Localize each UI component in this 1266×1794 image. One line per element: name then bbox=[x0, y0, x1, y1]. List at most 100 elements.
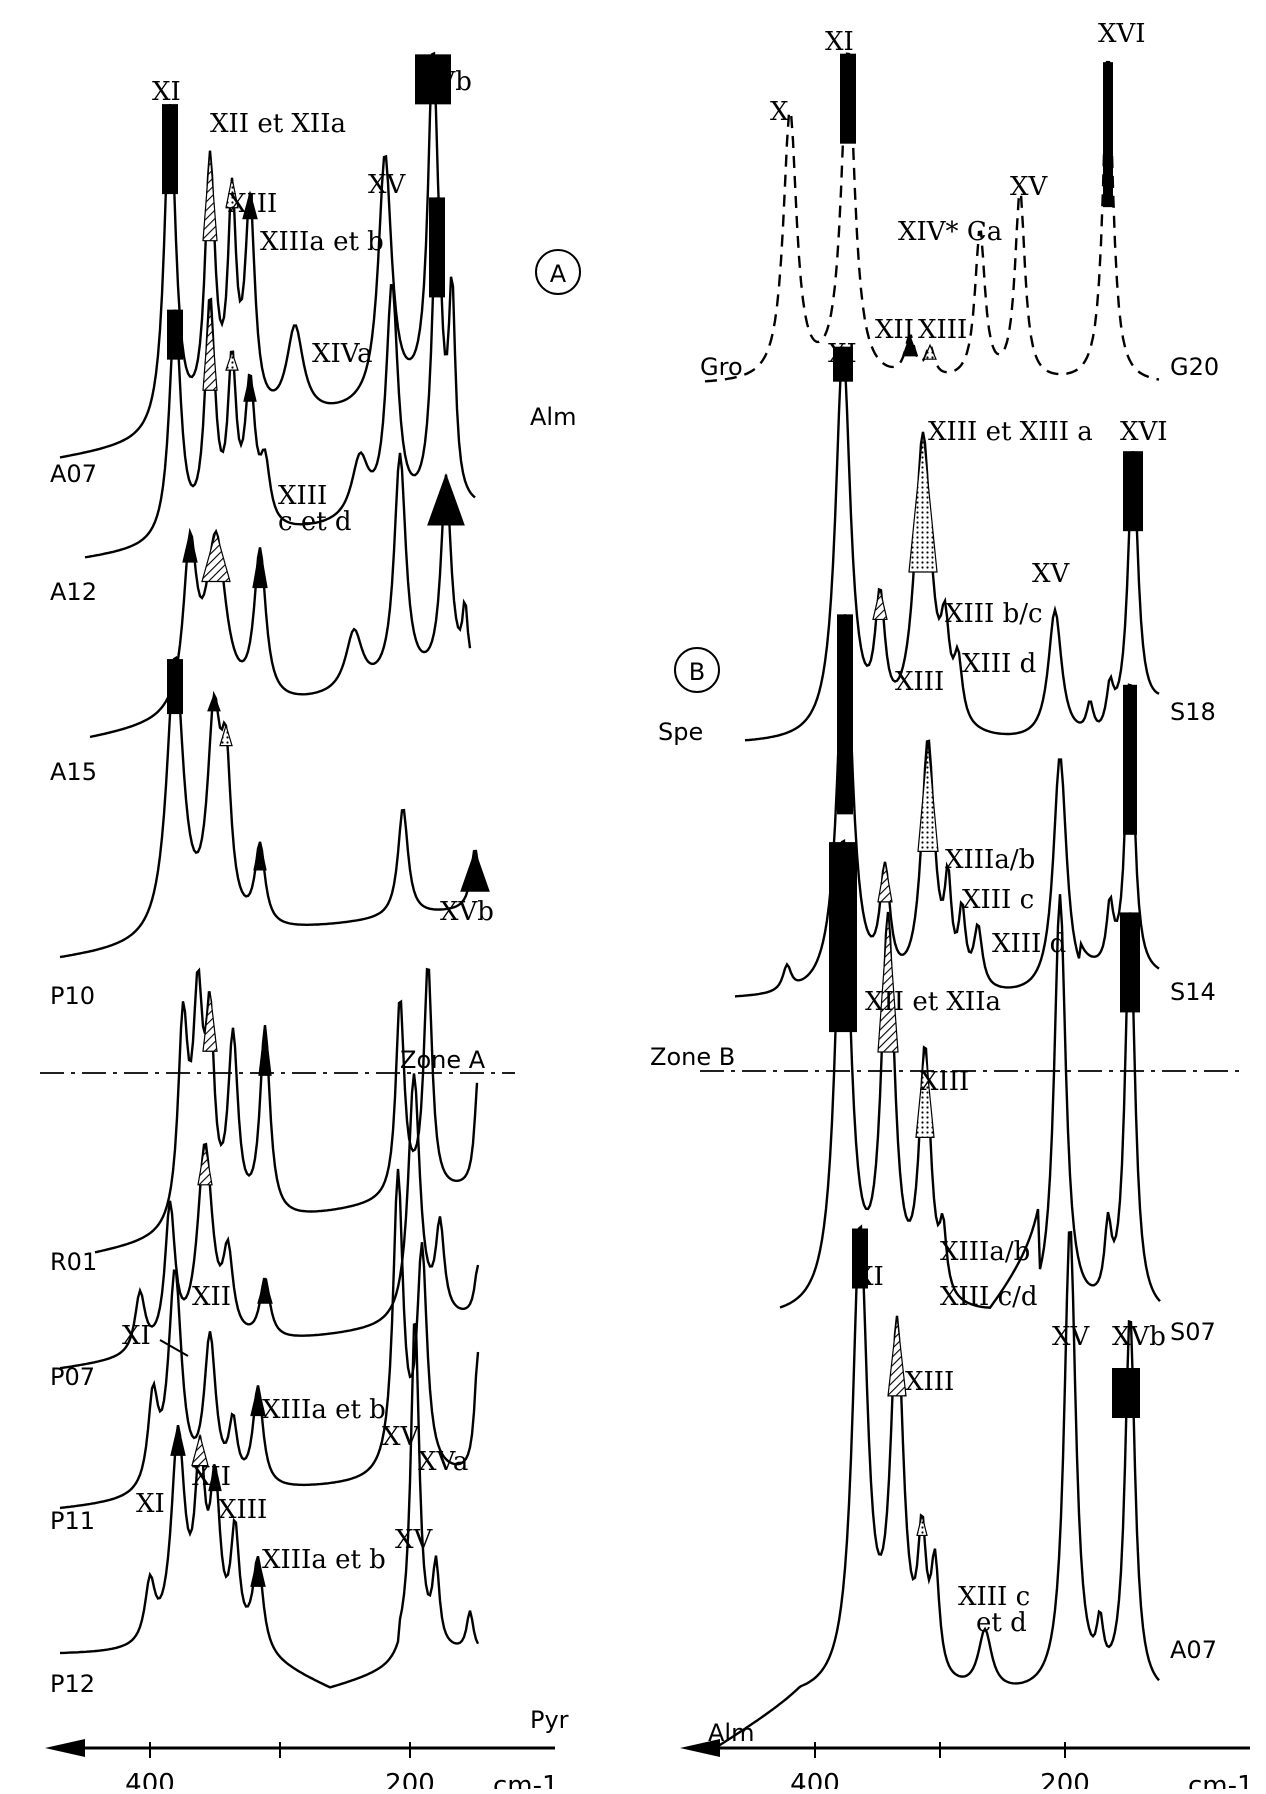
spectrum-A12 bbox=[84, 197, 476, 559]
series-label-A-A07: A07 bbox=[50, 460, 97, 488]
series-start-label-B-S18: Spe bbox=[658, 718, 703, 746]
peak-label-B-S07-3: XIII c/d bbox=[940, 1282, 1038, 1312]
spectrum-B-S14 bbox=[734, 614, 1160, 998]
peak-label-B-S18-2: XVI bbox=[1120, 417, 1168, 447]
peak-label-A-P12-4: XV bbox=[395, 1525, 434, 1555]
peak-hatch-A07-XII bbox=[202, 150, 218, 242]
peak-label-A-A07-5: XVb bbox=[418, 67, 472, 97]
x-axis-arrow-B bbox=[680, 1739, 720, 1757]
x-tick-label-B-400: 400 bbox=[790, 1769, 840, 1789]
spectrum-R01 bbox=[94, 967, 479, 1254]
peak-block-S18-XVI bbox=[1123, 451, 1143, 532]
peak-label-B-G20-5: XV bbox=[1010, 172, 1049, 202]
peak-wedge-R01-XIIIa bbox=[258, 1025, 272, 1076]
series-label-A-R01: R01 bbox=[50, 1248, 97, 1276]
peak-block-A12-XI bbox=[167, 309, 183, 360]
peak-wedge-A15-XIIIa bbox=[252, 547, 268, 589]
peak-wedge-P12-XI bbox=[170, 1425, 186, 1456]
peak-dots-S07-XIII bbox=[915, 1047, 935, 1138]
peak-wedge-A15-XI bbox=[182, 531, 198, 563]
series-label-A-P12: P12 bbox=[50, 1670, 95, 1698]
x-tick-label-A-400: 400 bbox=[125, 1769, 175, 1789]
peak-label-B-G20-6: XVI bbox=[1098, 19, 1146, 49]
peak-label-B-G20-2: XII bbox=[875, 315, 914, 345]
zone-A-label: Zone A bbox=[400, 1046, 486, 1074]
peak-hatch-A15-XII bbox=[201, 529, 231, 583]
peak-label-A-P11-1: XV bbox=[382, 1422, 421, 1452]
peak-wedge-G20-XII bbox=[902, 333, 918, 357]
peak-label-B-S07-2: XIIIa/b bbox=[940, 1237, 1030, 1267]
x-tick-label-B-200: 200 bbox=[1040, 1769, 1090, 1789]
peak-hatch-S18-XII bbox=[872, 589, 888, 621]
x-unit-A: cm-1 bbox=[493, 1771, 559, 1789]
peak-block-S07-XVI bbox=[1120, 912, 1140, 1013]
peak-hatch-S07-XII bbox=[877, 911, 899, 1053]
series-start-label-B-G20: Gro bbox=[700, 353, 743, 381]
panel-B-circle bbox=[674, 647, 720, 693]
peak-label-A-P12-0: XI bbox=[136, 1489, 165, 1519]
peak-dots-Ab-XIII bbox=[916, 1515, 928, 1537]
labels: 400 200 cm-1 400 200 cm-1 A B Zone A Zone B A07 Alm… bbox=[50, 19, 1254, 1794]
peak-dots-A12-XIII bbox=[225, 350, 239, 371]
peak-label-B-A07-4: XIII c et d bbox=[958, 1582, 1030, 1638]
spectrum-B-A07 bbox=[714, 1224, 1160, 1750]
peak-wedge-P10-XVb bbox=[460, 849, 490, 892]
peak-label-B-S18-4: XIII d bbox=[962, 649, 1036, 679]
peak-label-A-A07-2: XIII bbox=[228, 189, 277, 219]
peak-hatch-S14-XII bbox=[877, 861, 893, 903]
arrow-P07-XI bbox=[159, 1339, 189, 1357]
panel-A-circle bbox=[535, 249, 581, 295]
spectrum-P11 bbox=[59, 1168, 480, 1510]
peak-wedge-A07-XIIIa bbox=[242, 190, 258, 220]
peak-wedge-A15-XVb bbox=[427, 473, 465, 526]
peak-hatch-Ab-XII bbox=[887, 1315, 907, 1397]
peak-block-Ab-XVb bbox=[1112, 1368, 1140, 1418]
series-label-A-A12: A12 bbox=[50, 578, 97, 606]
peak-wedge-P10-XII bbox=[207, 693, 221, 712]
peak-hatch-P07-XII bbox=[197, 1144, 213, 1186]
peak-block-G20-XVI bbox=[1103, 62, 1113, 208]
peak-dots-P10-XIII bbox=[219, 723, 233, 747]
series-label-B-S18: S18 bbox=[1170, 698, 1216, 726]
peak-block-A07-XI bbox=[162, 104, 178, 195]
peak-label-B-S18-3: XIII b/c bbox=[945, 599, 1043, 629]
peak-hatch-A12-XII bbox=[202, 300, 218, 391]
series-end-label-A-A07: Alm bbox=[530, 403, 576, 431]
peak-label-A-P07-1: XII bbox=[192, 1282, 231, 1312]
peak-label-B-A07-0: XI bbox=[855, 1262, 884, 1292]
peak-label-A-P11-0: XIIIa et b bbox=[262, 1395, 386, 1425]
peak-label-B-S07-0: XII et XIIa bbox=[865, 987, 1001, 1017]
peak-block-A07-XVb bbox=[415, 54, 451, 105]
peak-block-P10-XI bbox=[167, 659, 183, 715]
peak-label-B-S14-3: XIII d bbox=[992, 929, 1066, 959]
series-label-B-S07: S07 bbox=[1170, 1318, 1216, 1346]
peak-block-S18-XI bbox=[833, 346, 853, 382]
peak-block-A12-XVb bbox=[429, 197, 445, 298]
peak-label-B-S14-0: XIII bbox=[895, 667, 944, 697]
peak-label-B-G20-0: X bbox=[770, 97, 789, 127]
peak-label-A-P12-1: XII bbox=[192, 1462, 231, 1492]
peak-label-B-A07-2: XV bbox=[1052, 1322, 1091, 1352]
peak-label-B-S14-2: XIII c bbox=[962, 885, 1034, 915]
series-start-label-B-A07: Alm bbox=[708, 1719, 754, 1747]
series-label-A-A15: A15 bbox=[50, 758, 97, 786]
peak-block-Ab-XI bbox=[852, 1228, 868, 1289]
spectrum-B-S07 bbox=[779, 839, 1161, 1309]
spectrum-P10 bbox=[59, 655, 480, 959]
peak-dots-G20-XIII bbox=[923, 343, 937, 360]
peak-wedge-P12-XIIIa bbox=[250, 1556, 266, 1587]
peak-label-B-S18-5: XV bbox=[1032, 559, 1071, 589]
peak-hatch-P12-XII bbox=[191, 1433, 209, 1467]
peak-block-S07-XI bbox=[829, 842, 857, 1033]
peak-label-A-P10-0: XVb bbox=[440, 897, 494, 927]
peak-hatch-R01-XII bbox=[202, 991, 218, 1052]
peak-label-A-P07-0: XI bbox=[122, 1321, 151, 1351]
peak-label-B-G20-3: XIII bbox=[918, 315, 967, 345]
peak-label-A-P12-2: XIII bbox=[218, 1495, 267, 1525]
series-label-A-P11: P11 bbox=[50, 1507, 95, 1535]
panel-B-label: B bbox=[689, 658, 705, 686]
spectrum-A15 bbox=[89, 452, 472, 739]
peak-wedge-P07-XIIIa bbox=[257, 1276, 273, 1304]
series-end-label-A-P12: Pyr bbox=[530, 1706, 569, 1734]
